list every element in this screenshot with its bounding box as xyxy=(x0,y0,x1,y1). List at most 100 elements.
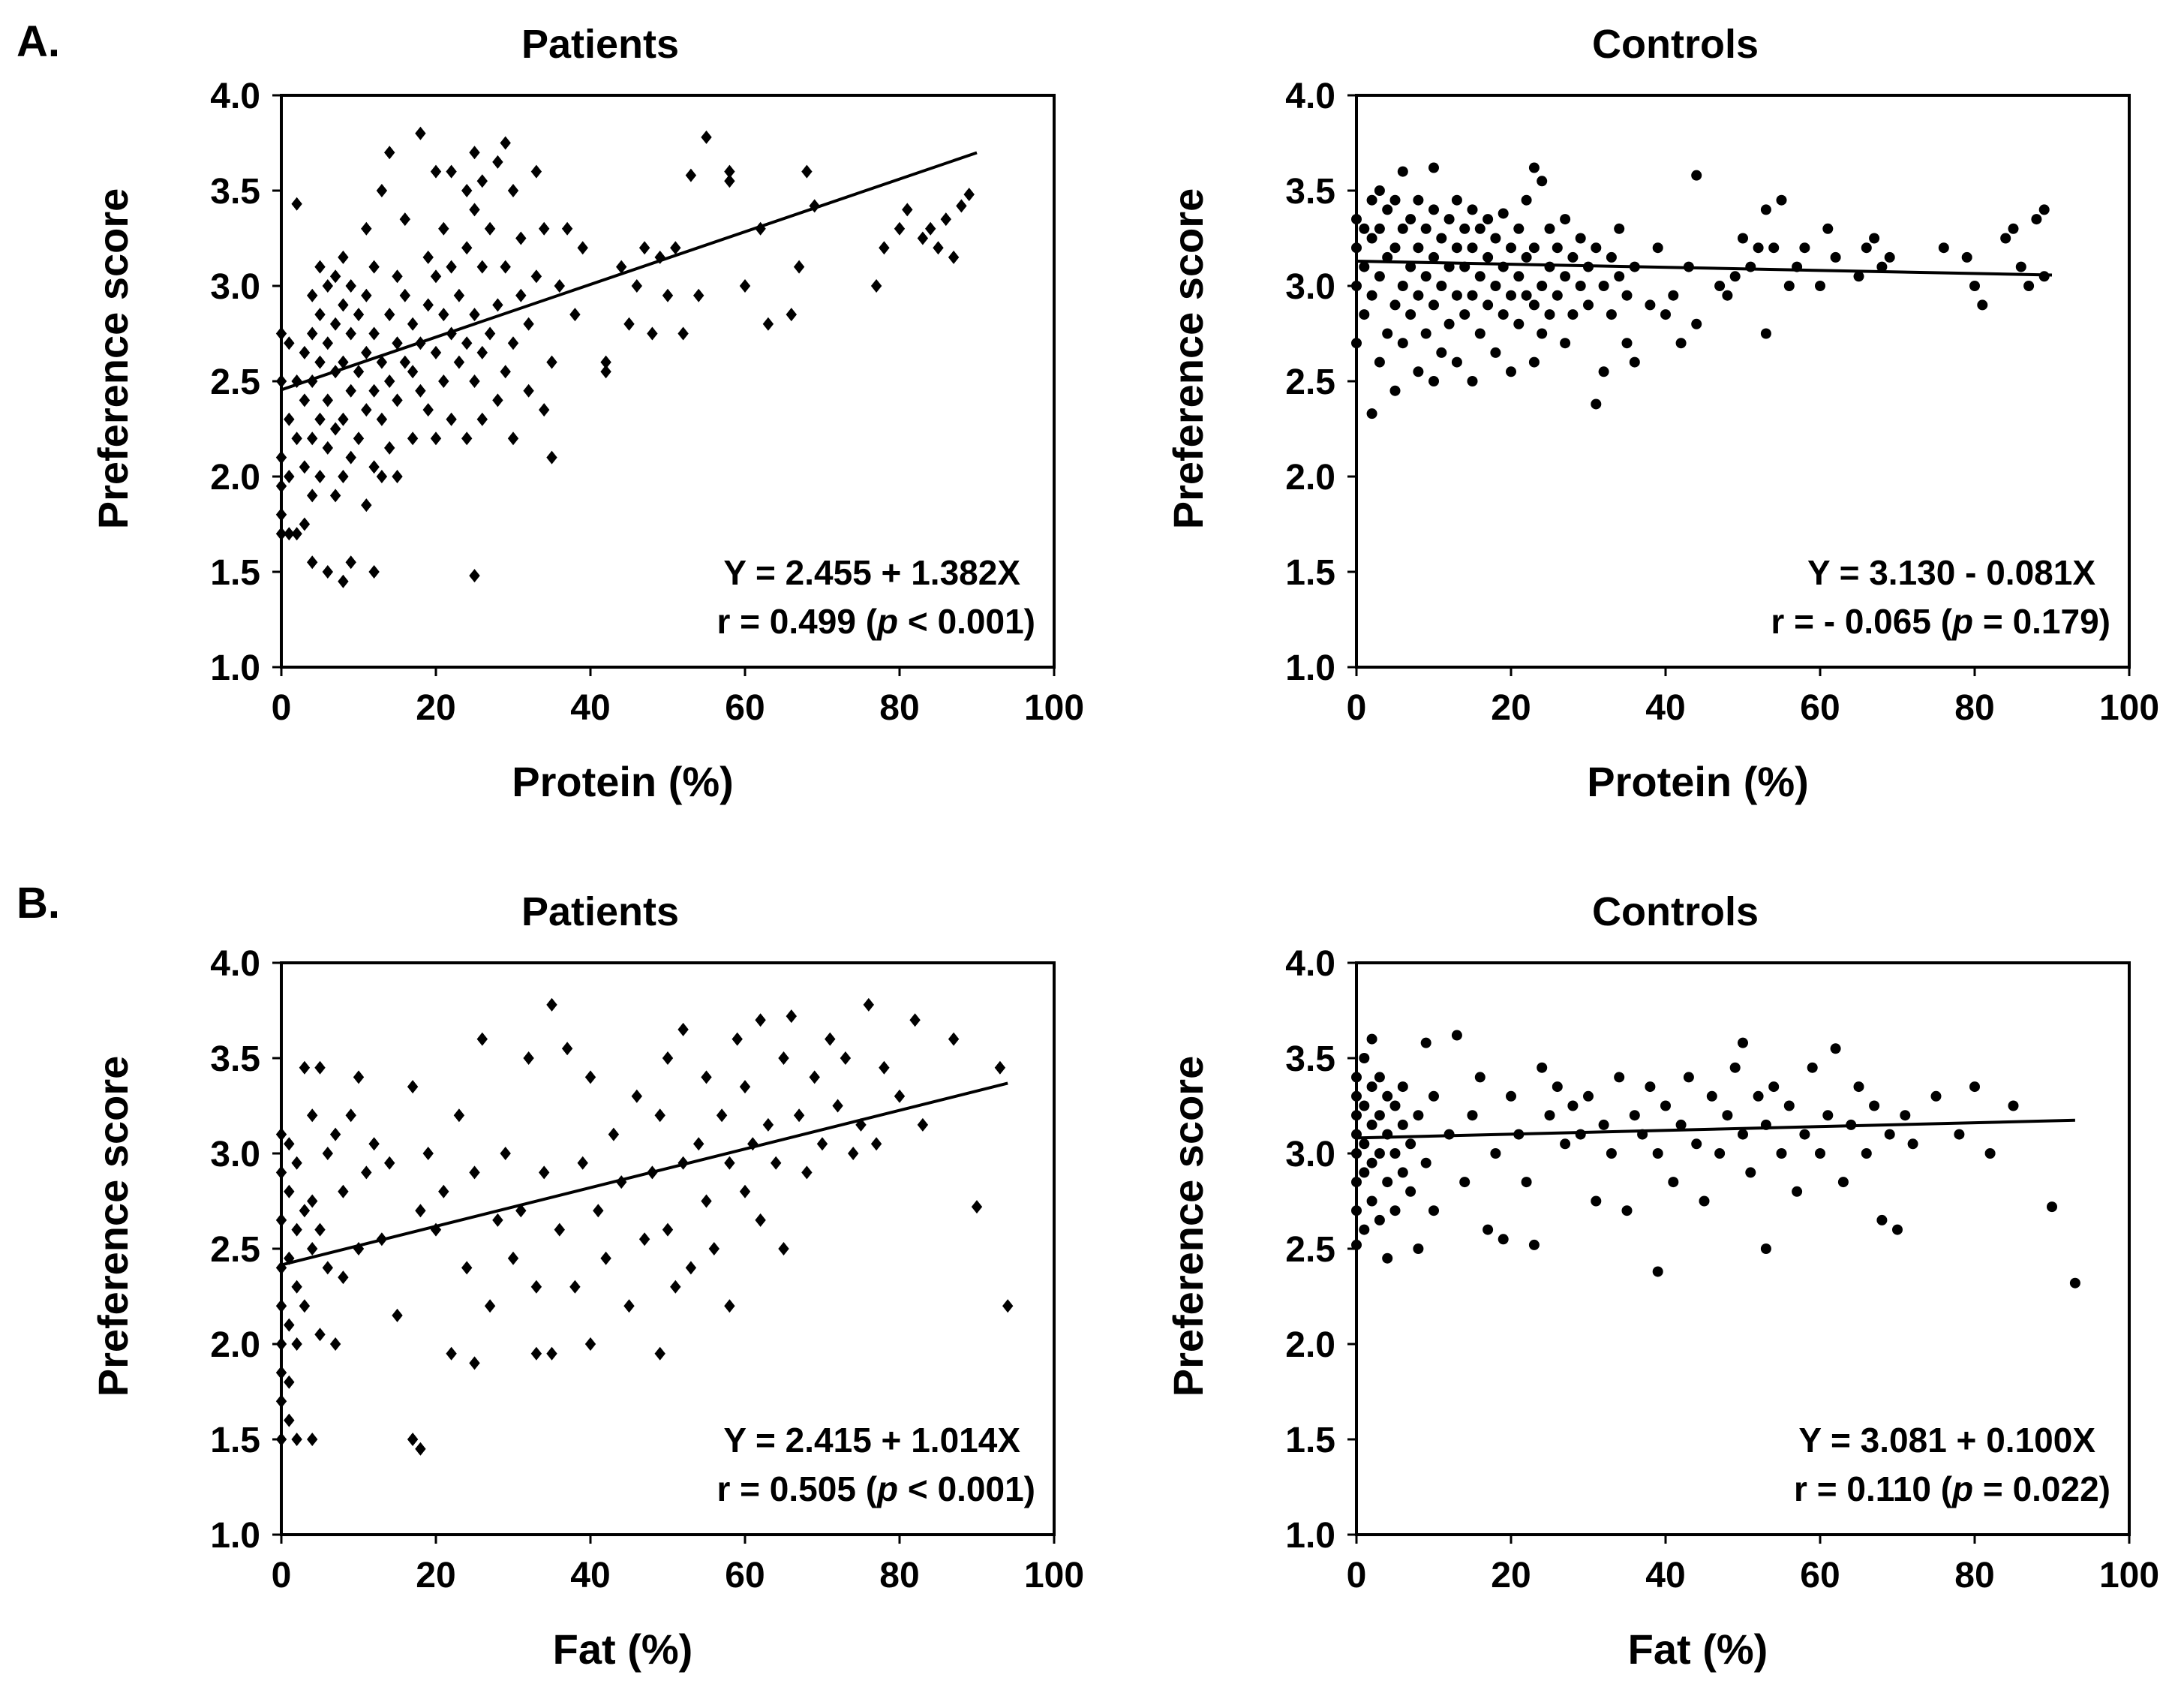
regression-line xyxy=(1356,1118,2075,1140)
data-point xyxy=(701,1070,712,1084)
data-point xyxy=(1567,309,1579,320)
data-point xyxy=(469,374,480,388)
data-point xyxy=(546,997,557,1012)
x-tick-label: 0 xyxy=(272,688,292,728)
data-point xyxy=(1544,223,1555,234)
data-point xyxy=(1405,1186,1416,1197)
data-point xyxy=(724,1299,735,1313)
data-point xyxy=(569,308,581,322)
data-point xyxy=(1405,261,1416,272)
data-point xyxy=(1389,385,1401,396)
data-point xyxy=(539,403,550,417)
data-point xyxy=(1629,356,1640,368)
data-point xyxy=(461,1261,473,1275)
y-tick-label: 3.5 xyxy=(210,172,260,212)
data-point xyxy=(963,188,975,202)
data-point xyxy=(322,441,333,455)
data-point xyxy=(1521,194,1532,206)
data-point xyxy=(1366,233,1377,244)
data-point xyxy=(399,355,410,369)
data-point xyxy=(1459,309,1471,320)
data-point xyxy=(384,441,395,455)
data-point xyxy=(500,136,511,150)
data-point xyxy=(322,279,333,293)
data-point xyxy=(284,1137,295,1151)
data-point xyxy=(1351,1239,1362,1250)
data-point xyxy=(1598,366,1609,377)
data-point xyxy=(1359,1053,1370,1063)
data-point xyxy=(1884,1129,1895,1140)
data-point xyxy=(2023,281,2035,291)
data-point xyxy=(1876,1214,1888,1225)
data-point xyxy=(825,1032,836,1046)
data-point xyxy=(523,1051,534,1065)
data-point xyxy=(338,1271,349,1285)
x-tick-label: 100 xyxy=(2099,1556,2159,1595)
data-point xyxy=(1359,1224,1370,1235)
data-point xyxy=(1738,1037,1748,1048)
data-point xyxy=(1490,1148,1501,1159)
data-point xyxy=(1699,1195,1710,1207)
data-point xyxy=(438,221,449,236)
y-tick-label: 1.0 xyxy=(210,1516,260,1556)
data-point xyxy=(353,365,365,379)
chart-title: Patients xyxy=(521,889,679,934)
regression-line xyxy=(1356,259,2053,277)
data-point xyxy=(530,1346,542,1361)
data-point xyxy=(338,470,349,483)
data-point xyxy=(786,1009,797,1024)
y-tick-label: 1.5 xyxy=(1285,553,1335,593)
data-point xyxy=(275,1127,287,1141)
data-point xyxy=(291,432,302,446)
data-point xyxy=(284,1413,295,1427)
y-axis-label: Preference score xyxy=(89,1056,137,1397)
data-point xyxy=(1900,1110,1911,1121)
data-point xyxy=(1528,299,1540,311)
data-point xyxy=(1467,376,1478,386)
data-point xyxy=(1768,242,1780,254)
data-point xyxy=(561,221,573,236)
chart-panel-2: Controls 0 20 40 60 80 100 1.0 1.5 2.0 2.5 3.0 3.5 4.… xyxy=(1164,22,2159,805)
data-point xyxy=(870,1137,882,1151)
data-point xyxy=(453,1108,465,1123)
y-tick-label: 2.0 xyxy=(210,1325,260,1365)
data-point xyxy=(446,1346,457,1361)
data-point xyxy=(1483,299,1494,311)
data-point xyxy=(1382,1090,1393,1102)
regression-line xyxy=(281,151,978,392)
data-point xyxy=(307,1433,318,1446)
data-point xyxy=(407,1080,419,1094)
data-point xyxy=(600,1251,611,1265)
x-tick-label: 100 xyxy=(2099,688,2159,728)
data-point xyxy=(469,1356,480,1370)
data-point xyxy=(275,527,287,541)
data-point xyxy=(446,412,457,426)
data-point xyxy=(322,393,333,407)
y-tick-label: 1.0 xyxy=(1285,1516,1335,1556)
data-point xyxy=(376,355,388,369)
data-point xyxy=(2047,1201,2057,1213)
data-point xyxy=(1382,204,1393,215)
data-point xyxy=(1528,242,1540,254)
data-point xyxy=(1513,271,1525,282)
data-point xyxy=(1892,1224,1903,1235)
data-point xyxy=(1428,299,1439,311)
data-point xyxy=(438,374,449,388)
x-tick-label: 20 xyxy=(1491,1556,1531,1595)
data-point xyxy=(1366,194,1377,206)
data-point xyxy=(345,1108,356,1123)
data-point xyxy=(1714,1148,1726,1159)
data-point xyxy=(1583,1090,1594,1102)
data-point xyxy=(1389,299,1401,311)
data-point xyxy=(329,489,341,503)
data-point xyxy=(1591,398,1602,410)
y-tick-label: 3.0 xyxy=(1285,267,1335,307)
data-point xyxy=(1366,290,1377,301)
data-point xyxy=(361,288,372,302)
data-point xyxy=(1506,366,1516,377)
x-axis-label: Fat (%) xyxy=(1628,1625,1768,1673)
data-point xyxy=(461,241,473,255)
data-point xyxy=(275,450,287,465)
data-point xyxy=(1467,1110,1478,1121)
data-point xyxy=(1474,271,1486,282)
